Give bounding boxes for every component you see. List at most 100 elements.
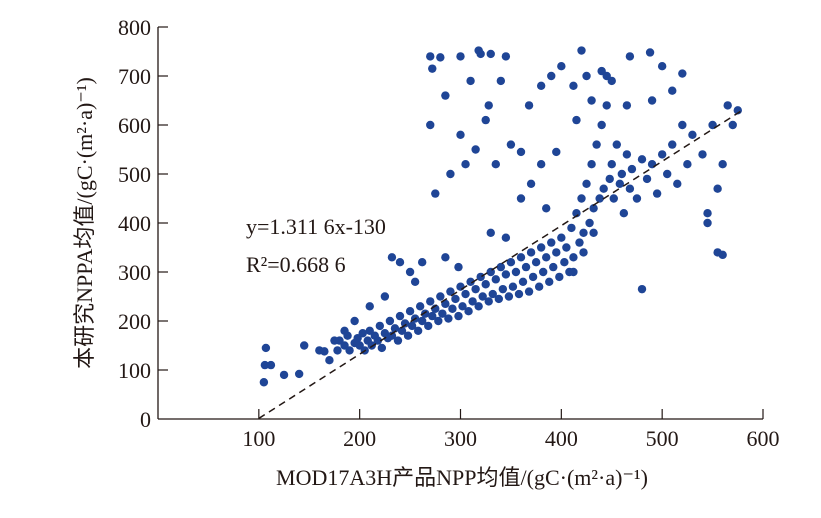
data-point [330, 336, 339, 345]
data-point [619, 209, 629, 218]
data-point [617, 169, 627, 179]
data-point [413, 326, 423, 335]
data-point [373, 336, 383, 345]
data-point [536, 160, 546, 169]
data-point [426, 120, 435, 130]
data-point [703, 218, 712, 228]
x-tick-label: 300 [444, 426, 477, 451]
data-point [557, 61, 566, 71]
data-point [456, 52, 465, 61]
data-point [536, 243, 546, 252]
data-point [279, 370, 289, 380]
data-point [516, 147, 526, 157]
data-point [647, 96, 657, 105]
data-point [481, 280, 490, 289]
data-point [508, 282, 518, 291]
data-point [524, 287, 534, 296]
data-point [484, 101, 493, 110]
data-point [496, 262, 506, 272]
data-point [501, 233, 511, 242]
data-point [718, 160, 727, 169]
data-point [395, 311, 405, 321]
data-point [652, 189, 662, 198]
data-point [407, 321, 417, 331]
data-point [486, 49, 495, 59]
data-point [549, 262, 558, 272]
y-tick-label: 100 [118, 358, 151, 383]
y-axis-label: 本研究NPPA均值/(gC·(m²·a)⁻¹) [72, 77, 97, 369]
data-point [261, 343, 271, 353]
data-point [410, 277, 420, 286]
r2-label: R²=0.668 6 [246, 252, 346, 277]
data-point [454, 311, 463, 321]
x-axis-label: MOD17A3H产品NPP均值/(gC·(m²·a)⁻¹) [276, 465, 648, 490]
data-point [456, 282, 465, 291]
y-tick-label: 600 [118, 113, 151, 138]
data-point [471, 284, 480, 294]
x-tick-label: 600 [747, 426, 780, 451]
data-point [259, 378, 269, 387]
x-tick-label: 400 [545, 426, 578, 451]
data-point [599, 184, 608, 193]
data-point [431, 189, 440, 198]
data-point [688, 130, 697, 139]
data-point [476, 49, 485, 59]
data-point [461, 289, 470, 299]
data-point [498, 284, 508, 294]
data-point [668, 140, 677, 149]
data-point [597, 120, 606, 130]
data-point [421, 309, 430, 318]
data-point [547, 71, 556, 81]
data-point [528, 272, 538, 282]
data-point [713, 184, 722, 193]
data-point [607, 160, 616, 169]
data-point [377, 343, 387, 353]
data-point [637, 155, 647, 164]
data-point [417, 258, 427, 267]
data-point [501, 52, 511, 61]
data-point [582, 71, 591, 81]
data-point [560, 258, 569, 267]
data-point [504, 292, 514, 301]
data-point [300, 341, 309, 350]
data-point [260, 360, 270, 370]
data-point [405, 267, 415, 277]
x-tick-label: 200 [343, 426, 376, 451]
y-tick-label: 700 [118, 64, 151, 89]
data-point [589, 204, 598, 213]
data-point [524, 101, 534, 110]
data-point [538, 267, 548, 277]
data-point [395, 258, 405, 267]
data-point [441, 253, 450, 262]
data-point [434, 316, 443, 326]
data-point [589, 228, 598, 237]
data-point [514, 289, 524, 299]
data-point [602, 101, 611, 110]
data-point [426, 297, 435, 306]
data-point [572, 115, 581, 125]
data-point [458, 302, 467, 311]
points-layer [259, 46, 742, 387]
data-point [428, 311, 437, 321]
y-tick-label: 300 [118, 260, 151, 285]
data-point [436, 53, 445, 62]
data-point [663, 169, 672, 179]
data-point [358, 329, 367, 338]
data-point [397, 326, 407, 335]
data-point [451, 294, 460, 304]
data-point [521, 262, 531, 272]
data-point [555, 272, 564, 282]
data-point [444, 314, 453, 323]
data-point [569, 267, 578, 277]
data-point [718, 250, 727, 260]
data-point [454, 262, 463, 272]
data-point [333, 346, 342, 355]
data-point [542, 253, 551, 262]
data-point [350, 316, 359, 326]
data-point [698, 150, 707, 159]
data-point [466, 76, 475, 86]
data-point [474, 302, 483, 311]
data-point [393, 336, 403, 345]
data-point [415, 302, 425, 311]
